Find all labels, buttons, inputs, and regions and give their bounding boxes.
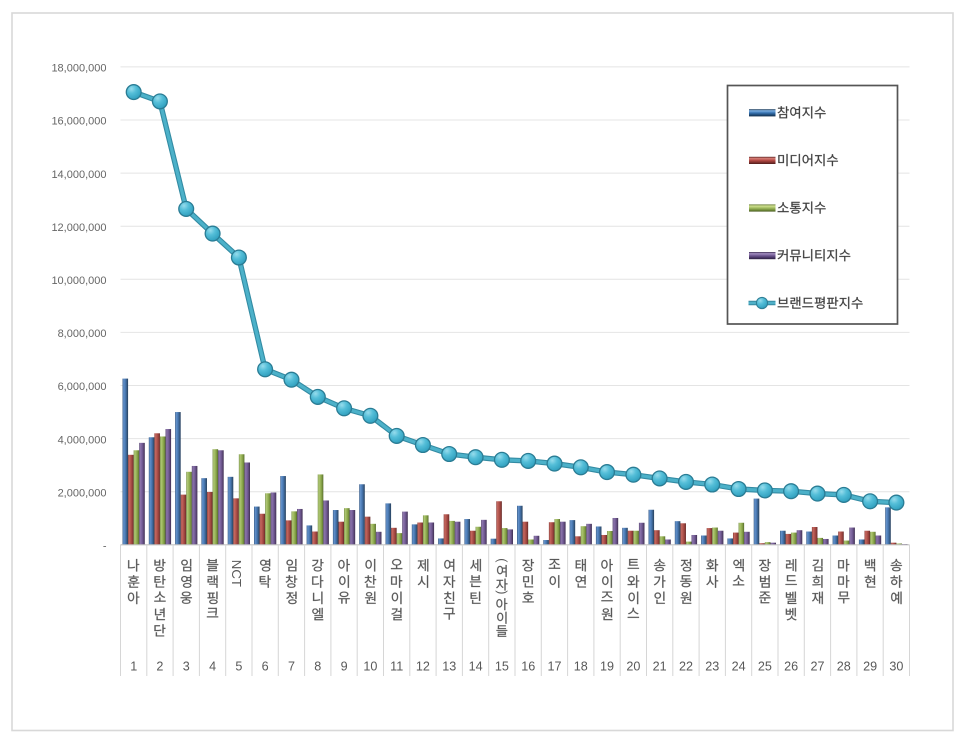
svg-text:4,000,000: 4,000,000: [58, 434, 107, 446]
svg-text:12,000,000: 12,000,000: [51, 222, 106, 234]
svg-text:9: 9: [341, 660, 348, 674]
svg-text:2,000,000: 2,000,000: [58, 487, 107, 499]
svg-text:12: 12: [416, 660, 430, 674]
svg-text:5: 5: [235, 660, 242, 674]
svg-text:22: 22: [679, 660, 693, 674]
svg-text:20: 20: [626, 660, 640, 674]
svg-text:NCT: NCT: [229, 560, 244, 587]
svg-text:8,000,000: 8,000,000: [58, 328, 107, 340]
svg-text:7: 7: [288, 660, 295, 674]
svg-text:1: 1: [130, 660, 137, 674]
svg-text:16: 16: [521, 660, 535, 674]
svg-text:21: 21: [653, 660, 667, 674]
svg-text:13: 13: [442, 660, 456, 674]
svg-text:26: 26: [784, 660, 798, 674]
svg-text:24: 24: [732, 660, 746, 674]
svg-text:28: 28: [837, 660, 851, 674]
svg-text:18: 18: [574, 660, 588, 674]
svg-text:14,000,000: 14,000,000: [51, 169, 106, 181]
svg-text:6: 6: [262, 660, 269, 674]
svg-text:15: 15: [495, 660, 509, 674]
svg-text:-: -: [103, 541, 107, 553]
svg-text:4: 4: [209, 660, 216, 674]
svg-text:17: 17: [547, 660, 561, 674]
svg-text:): ): [495, 590, 509, 594]
svg-text:25: 25: [758, 660, 772, 674]
svg-text:10: 10: [363, 660, 377, 674]
svg-text:8: 8: [314, 660, 321, 674]
svg-text:3: 3: [183, 660, 190, 674]
svg-text:11: 11: [390, 660, 403, 674]
svg-text:14: 14: [469, 660, 483, 674]
svg-text:19: 19: [600, 660, 614, 674]
svg-text:10,000,000: 10,000,000: [51, 275, 106, 287]
svg-text:(: (: [495, 558, 509, 563]
svg-text:29: 29: [863, 660, 877, 674]
svg-text:6,000,000: 6,000,000: [58, 381, 107, 393]
svg-text:27: 27: [810, 660, 824, 674]
svg-text:16,000,000: 16,000,000: [51, 116, 106, 128]
svg-text:23: 23: [705, 660, 719, 674]
svg-text:18,000,000: 18,000,000: [51, 63, 106, 75]
svg-text:30: 30: [889, 660, 903, 674]
svg-text:2: 2: [156, 660, 163, 674]
